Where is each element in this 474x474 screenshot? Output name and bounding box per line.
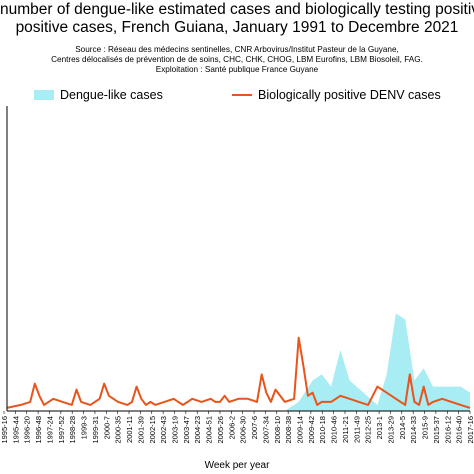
legend-swatch-line: [232, 94, 252, 96]
x-tick-label: 2014-5: [398, 416, 407, 439]
x-tick-label: 2003-47: [182, 416, 191, 444]
x-tick-label: 1997-24: [45, 416, 54, 444]
x-tick-label: 2011-21: [341, 416, 350, 443]
chart-legend: Dengue-like cases Biologically positive …: [34, 88, 474, 106]
series-area-dengue-like: [7, 313, 470, 411]
chart-title-line-2: positive cases, French Guiana, January 1…: [15, 19, 459, 36]
x-tick-label: 2012-25: [364, 416, 373, 444]
legend-item-denv-positive: Biologically positive DENV cases: [232, 88, 441, 102]
x-tick-label: 2016-12: [443, 416, 452, 444]
x-tick-label: 2009-14: [296, 416, 305, 444]
legend-swatch-area: [34, 90, 54, 100]
source-line-1: Source : Réseau des médecins sentinelles…: [75, 45, 399, 54]
x-tick-label: 2002-43: [159, 416, 168, 444]
x-tick-label: 2003-19: [170, 416, 179, 444]
x-tick-label: 2013-1: [375, 416, 384, 439]
x-tick-label: 2013-29: [386, 416, 395, 444]
x-tick-label: 1995-16: [0, 416, 9, 444]
x-tick-label: 2007-34: [261, 416, 270, 444]
legend-item-dengue-like: Dengue-like cases: [34, 88, 163, 102]
x-tick-label: 1997-52: [57, 416, 66, 444]
x-tick-label: 1999-3: [80, 416, 89, 439]
x-tick-label: 2001-39: [136, 416, 145, 444]
legend-label-dengue-like: Dengue-like cases: [60, 88, 163, 102]
x-tick-label: 2010-46: [330, 416, 339, 444]
x-tick-label: 2004-51: [205, 416, 214, 444]
x-tick-label: 2001-11: [125, 416, 134, 443]
source-line-2: Centres délocalisés de prévention de de …: [51, 55, 423, 64]
x-tick-label: 2011-49: [352, 416, 361, 443]
x-tick-label: 2002-15: [148, 416, 157, 444]
x-tick-label: 2000-35: [114, 416, 123, 444]
x-tick-label: 2016-40: [455, 416, 464, 444]
series-line-denv-positive: [6, 336, 471, 409]
x-tick-label: 2008-10: [273, 416, 282, 444]
x-tick-label: 2006-2: [227, 416, 236, 439]
x-tick-label: 2014-33: [409, 416, 418, 444]
x-tick-label: 2007-6: [250, 416, 259, 439]
x-tick-label: 2000-7: [102, 416, 111, 439]
x-tick-label: 1996-48: [34, 416, 43, 444]
x-tick-label: 2008-38: [284, 416, 293, 444]
x-tick-label: 2009-42: [307, 416, 316, 444]
chart-title: number of dengue-like estimated cases an…: [0, 1, 474, 37]
x-tick-label: 2017-16: [466, 416, 474, 444]
x-tick-label: 2006-30: [239, 416, 248, 444]
source-line-3: Exploitation : Santé publique France Guy…: [155, 65, 319, 74]
x-tick-label: 2010-18: [318, 416, 327, 444]
x-axis-title: Week per year: [204, 460, 270, 471]
x-tick-label: 1995-44: [11, 416, 20, 444]
legend-label-denv-positive: Biologically positive DENV cases: [258, 88, 441, 102]
x-tick-label: 2015-37: [432, 416, 441, 444]
x-tick-label: 1998-28: [68, 416, 77, 444]
x-tick-label: 1996-20: [23, 416, 32, 444]
x-tick-label: 2015-9: [421, 416, 430, 439]
x-tick-label: 2004-23: [193, 416, 202, 444]
x-tick-label: 1999-31: [91, 416, 100, 444]
chart-source-note: Source : Réseau des médecins sentinelles…: [0, 45, 474, 75]
chart-title-line-1: number of dengue-like estimated cases an…: [0, 1, 474, 18]
x-tick-label: 2005-26: [216, 416, 225, 444]
